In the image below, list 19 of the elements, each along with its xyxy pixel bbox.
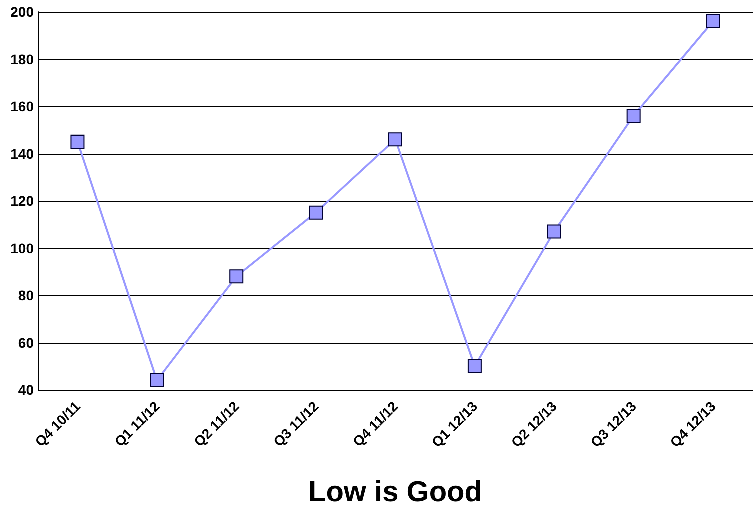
y-tick-label: 60	[18, 334, 34, 351]
y-tick-label: 180	[10, 51, 34, 68]
point	[468, 359, 482, 374]
point	[706, 14, 720, 28]
point	[626, 108, 641, 123]
point	[309, 206, 324, 220]
y-tick-label: 200	[10, 4, 34, 20]
y-tick-label: 80	[18, 288, 34, 304]
point	[150, 374, 164, 388]
y-tick-label: 120	[10, 193, 34, 209]
x-axis-title: Low is Good	[308, 476, 482, 508]
y-tick-label: 160	[10, 98, 34, 114]
y-tick-label: 40	[18, 382, 34, 398]
point	[388, 132, 402, 147]
point	[70, 134, 85, 149]
point	[547, 224, 562, 239]
y-tick-label: 100	[10, 240, 34, 256]
y-tick-label: 140	[10, 146, 34, 162]
point	[230, 270, 244, 284]
